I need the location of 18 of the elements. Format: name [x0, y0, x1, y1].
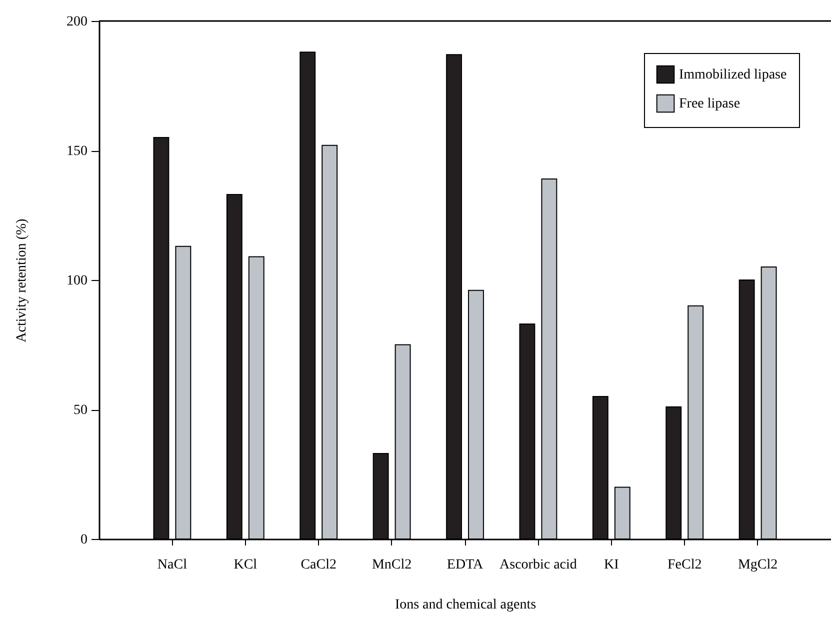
x-tick-label: NaCl — [157, 558, 188, 572]
y-tick-label: 0 — [80, 532, 88, 548]
y-tick-label: 150 — [66, 144, 88, 159]
legend-label: Free lipase — [679, 96, 740, 112]
x-tick-label: EDTA — [446, 558, 484, 572]
x-tick-label: KI — [604, 558, 620, 572]
x-tick-label: MgCl2 — [738, 558, 778, 572]
y-tick-label: 50 — [74, 403, 88, 418]
x-tick-label: Ascorbic acid — [500, 558, 577, 572]
x-tick-label: CaCl2 — [300, 558, 336, 572]
x-axis-title: Ions and chemical agents — [394, 598, 536, 612]
y-axis-title: Activity retention (%) — [14, 218, 30, 342]
legend-label: Immobilized lipase — [679, 68, 787, 82]
x-tick-label: MnCl2 — [372, 558, 412, 572]
y-tick-label: 200 — [66, 14, 88, 30]
x-tick-label: FeCl2 — [667, 558, 702, 572]
y-tick-label: 100 — [66, 274, 88, 288]
x-tick-label: KCl — [234, 558, 258, 572]
